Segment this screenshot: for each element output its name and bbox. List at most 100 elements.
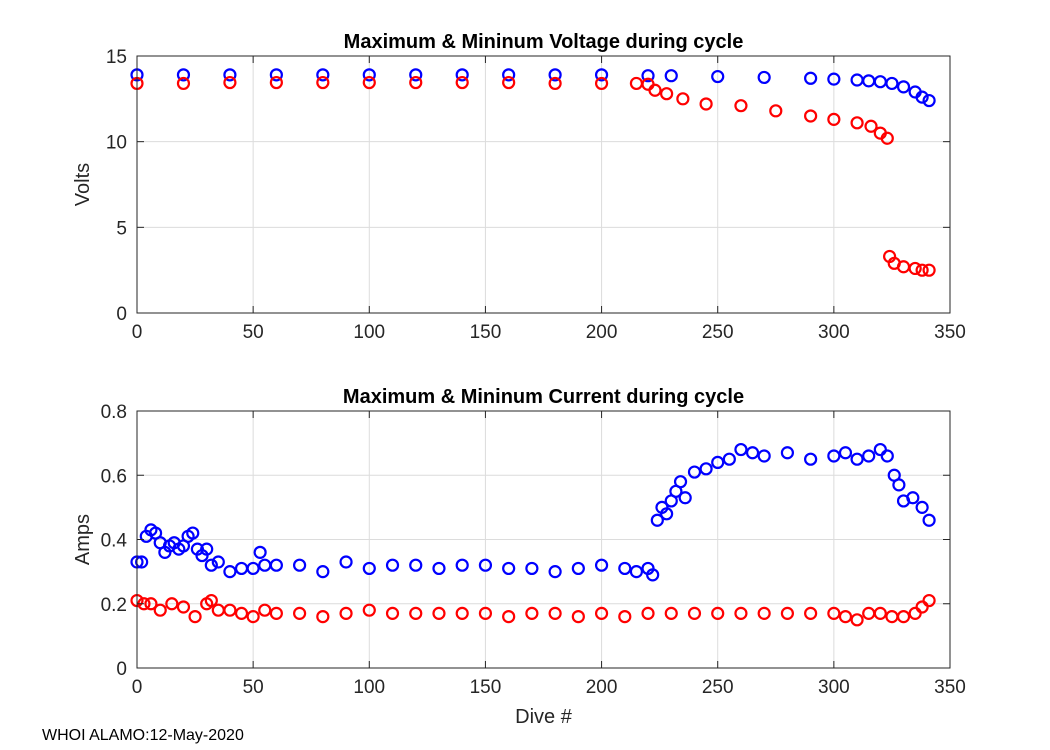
voltage-max-marker [711,69,725,84]
voltage-min-marker [699,97,713,111]
current-max-marker [204,558,218,572]
voltage-max-marker [885,76,899,91]
current-max-marker [827,449,841,463]
current-max-marker [339,555,353,569]
current-max-marker [571,561,585,576]
current-x-tick-label: 150 [470,677,502,698]
current-y-tick-label: 0.6 [101,466,127,487]
voltage-y-tick-label: 15 [106,47,127,68]
voltage-y-axis-label: Volts [72,163,94,206]
current-min-marker [176,600,191,614]
current-min-marker [432,606,446,620]
current-max-marker [455,558,469,572]
voltage-min-marker [316,75,330,90]
voltage-min-marker [734,99,748,113]
voltage-min-marker [362,75,376,90]
current-min-marker [409,606,423,620]
voltage-max-marker [176,68,191,82]
current-max-marker [548,565,562,579]
current-max-marker [186,526,200,540]
current-x-tick-label: 0 [132,677,143,698]
voltage-max-marker [641,69,655,83]
current-min-marker [873,606,887,620]
current-min-marker [165,597,179,611]
current-max-marker [618,561,632,576]
voltage-min-marker [880,131,894,145]
voltage-max-marker [594,68,609,82]
current-min-marker [293,606,307,620]
current-min-marker [339,606,353,620]
current-max-marker [629,565,644,579]
current-min-marker [223,603,237,617]
voltage-x-tick-label: 300 [818,322,850,343]
current-max-marker [409,558,423,572]
current-x-tick-label: 200 [586,677,618,698]
current-min-marker [734,606,748,620]
current-max-marker [293,558,307,572]
voltage-min-marker [908,261,922,276]
current-x-tick-label: 300 [818,677,850,698]
current-max-marker [804,452,818,466]
current-x-axis-label: Dive # [515,706,573,728]
current-min-marker [838,609,853,624]
current-min-marker [711,606,725,620]
voltage-min-marker [223,75,237,90]
current-max-marker [660,507,674,521]
current-max-marker [316,565,330,579]
current-min-marker [780,606,795,620]
current-max-marker [780,446,795,460]
current-max-marker [362,561,376,576]
voltage-min-marker [648,83,662,97]
voltage-min-marker [455,75,469,90]
current-max-marker [253,545,267,559]
current-min-marker [525,606,539,620]
current-min-marker [153,603,167,617]
current-min-marker [188,609,202,624]
current-min-marker [362,603,376,617]
current-x-tick-label: 50 [243,677,264,698]
current-min-marker [922,593,936,608]
current-max-marker [594,558,609,572]
current-max-marker [850,452,864,466]
current-min-marker [269,606,283,620]
current-x-tick-label: 350 [934,677,966,698]
current-max-marker [200,542,214,556]
voltage-chart-title: Maximum & Mininum Voltage during cycle [344,31,744,53]
current-min-marker [594,606,609,620]
current-x-tick-label: 100 [353,677,385,698]
current-max-marker [838,446,853,460]
current-min-marker [618,609,632,624]
voltage-min-marker [548,76,562,91]
voltage-max-marker [548,68,562,82]
current-y-tick-label: 0 [116,659,127,680]
current-min-marker [204,593,218,608]
current-y-axis-label: Amps [72,514,94,565]
voltage-max-marker [223,68,237,82]
voltage-x-tick-label: 350 [934,322,966,343]
voltage-min-marker [922,263,936,277]
voltage-min-marker [850,116,864,130]
current-min-marker [246,609,260,624]
voltage-max-marker [664,69,678,83]
current-min-marker [850,613,864,627]
current-min-marker [757,606,771,620]
voltage-max-marker [804,71,818,85]
current-min-marker [548,606,562,620]
current-max-marker [757,449,771,463]
voltage-x-tick-label: 250 [702,322,734,343]
voltage-x-tick-label: 150 [470,322,502,343]
current-max-marker [211,555,225,569]
voltage-min-marker [676,92,690,106]
voltage-min-marker [176,76,191,91]
current-max-marker [880,449,894,463]
current-y-tick-label: 0.8 [101,402,127,423]
voltage-x-tick-label: 100 [353,322,385,343]
voltage-x-tick-label: 200 [586,322,618,343]
voltage-min-marker [594,76,609,91]
current-y-tick-label: 0.4 [101,531,128,552]
voltage-min-marker [660,87,674,101]
voltage-max-marker [896,80,911,94]
voltage-x-tick-label: 0 [132,322,143,343]
current-max-marker [687,465,702,479]
